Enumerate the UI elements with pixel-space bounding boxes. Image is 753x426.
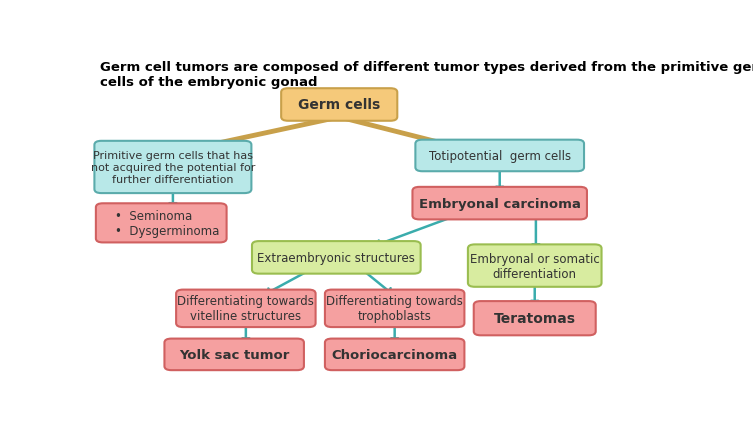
FancyBboxPatch shape: [281, 89, 398, 121]
Text: Embryonal carcinoma: Embryonal carcinoma: [419, 197, 581, 210]
FancyBboxPatch shape: [474, 302, 596, 336]
Text: Extraembryonic structures: Extraembryonic structures: [258, 251, 415, 264]
FancyBboxPatch shape: [176, 290, 316, 327]
Text: Germ cells: Germ cells: [298, 98, 380, 112]
FancyBboxPatch shape: [94, 141, 252, 194]
Text: Differentiating towards
trophoblasts: Differentiating towards trophoblasts: [326, 295, 463, 322]
Text: Germ cell tumors are composed of different tumor types derived from the primitiv: Germ cell tumors are composed of differe…: [100, 61, 753, 89]
FancyBboxPatch shape: [164, 339, 304, 370]
FancyBboxPatch shape: [252, 242, 421, 274]
Text: •  Seminoma
•  Dysgerminoma: • Seminoma • Dysgerminoma: [114, 209, 219, 237]
FancyBboxPatch shape: [96, 204, 227, 243]
Text: Primitive germ cells that has
not acquired the potential for
further differentia: Primitive germ cells that has not acquir…: [90, 151, 255, 184]
Text: Embryonal or somatic
differentiation: Embryonal or somatic differentiation: [470, 252, 599, 280]
Text: Totipotential  germ cells: Totipotential germ cells: [428, 150, 571, 163]
Text: Teratomas: Teratomas: [494, 311, 576, 325]
Text: Differentiating towards
vitelline structures: Differentiating towards vitelline struct…: [178, 295, 314, 322]
FancyBboxPatch shape: [325, 339, 465, 370]
FancyBboxPatch shape: [416, 140, 584, 172]
Text: Yolk sac tumor: Yolk sac tumor: [179, 348, 289, 361]
FancyBboxPatch shape: [325, 290, 465, 327]
FancyBboxPatch shape: [468, 245, 602, 287]
Text: Choriocarcinoma: Choriocarcinoma: [331, 348, 458, 361]
FancyBboxPatch shape: [413, 187, 587, 220]
